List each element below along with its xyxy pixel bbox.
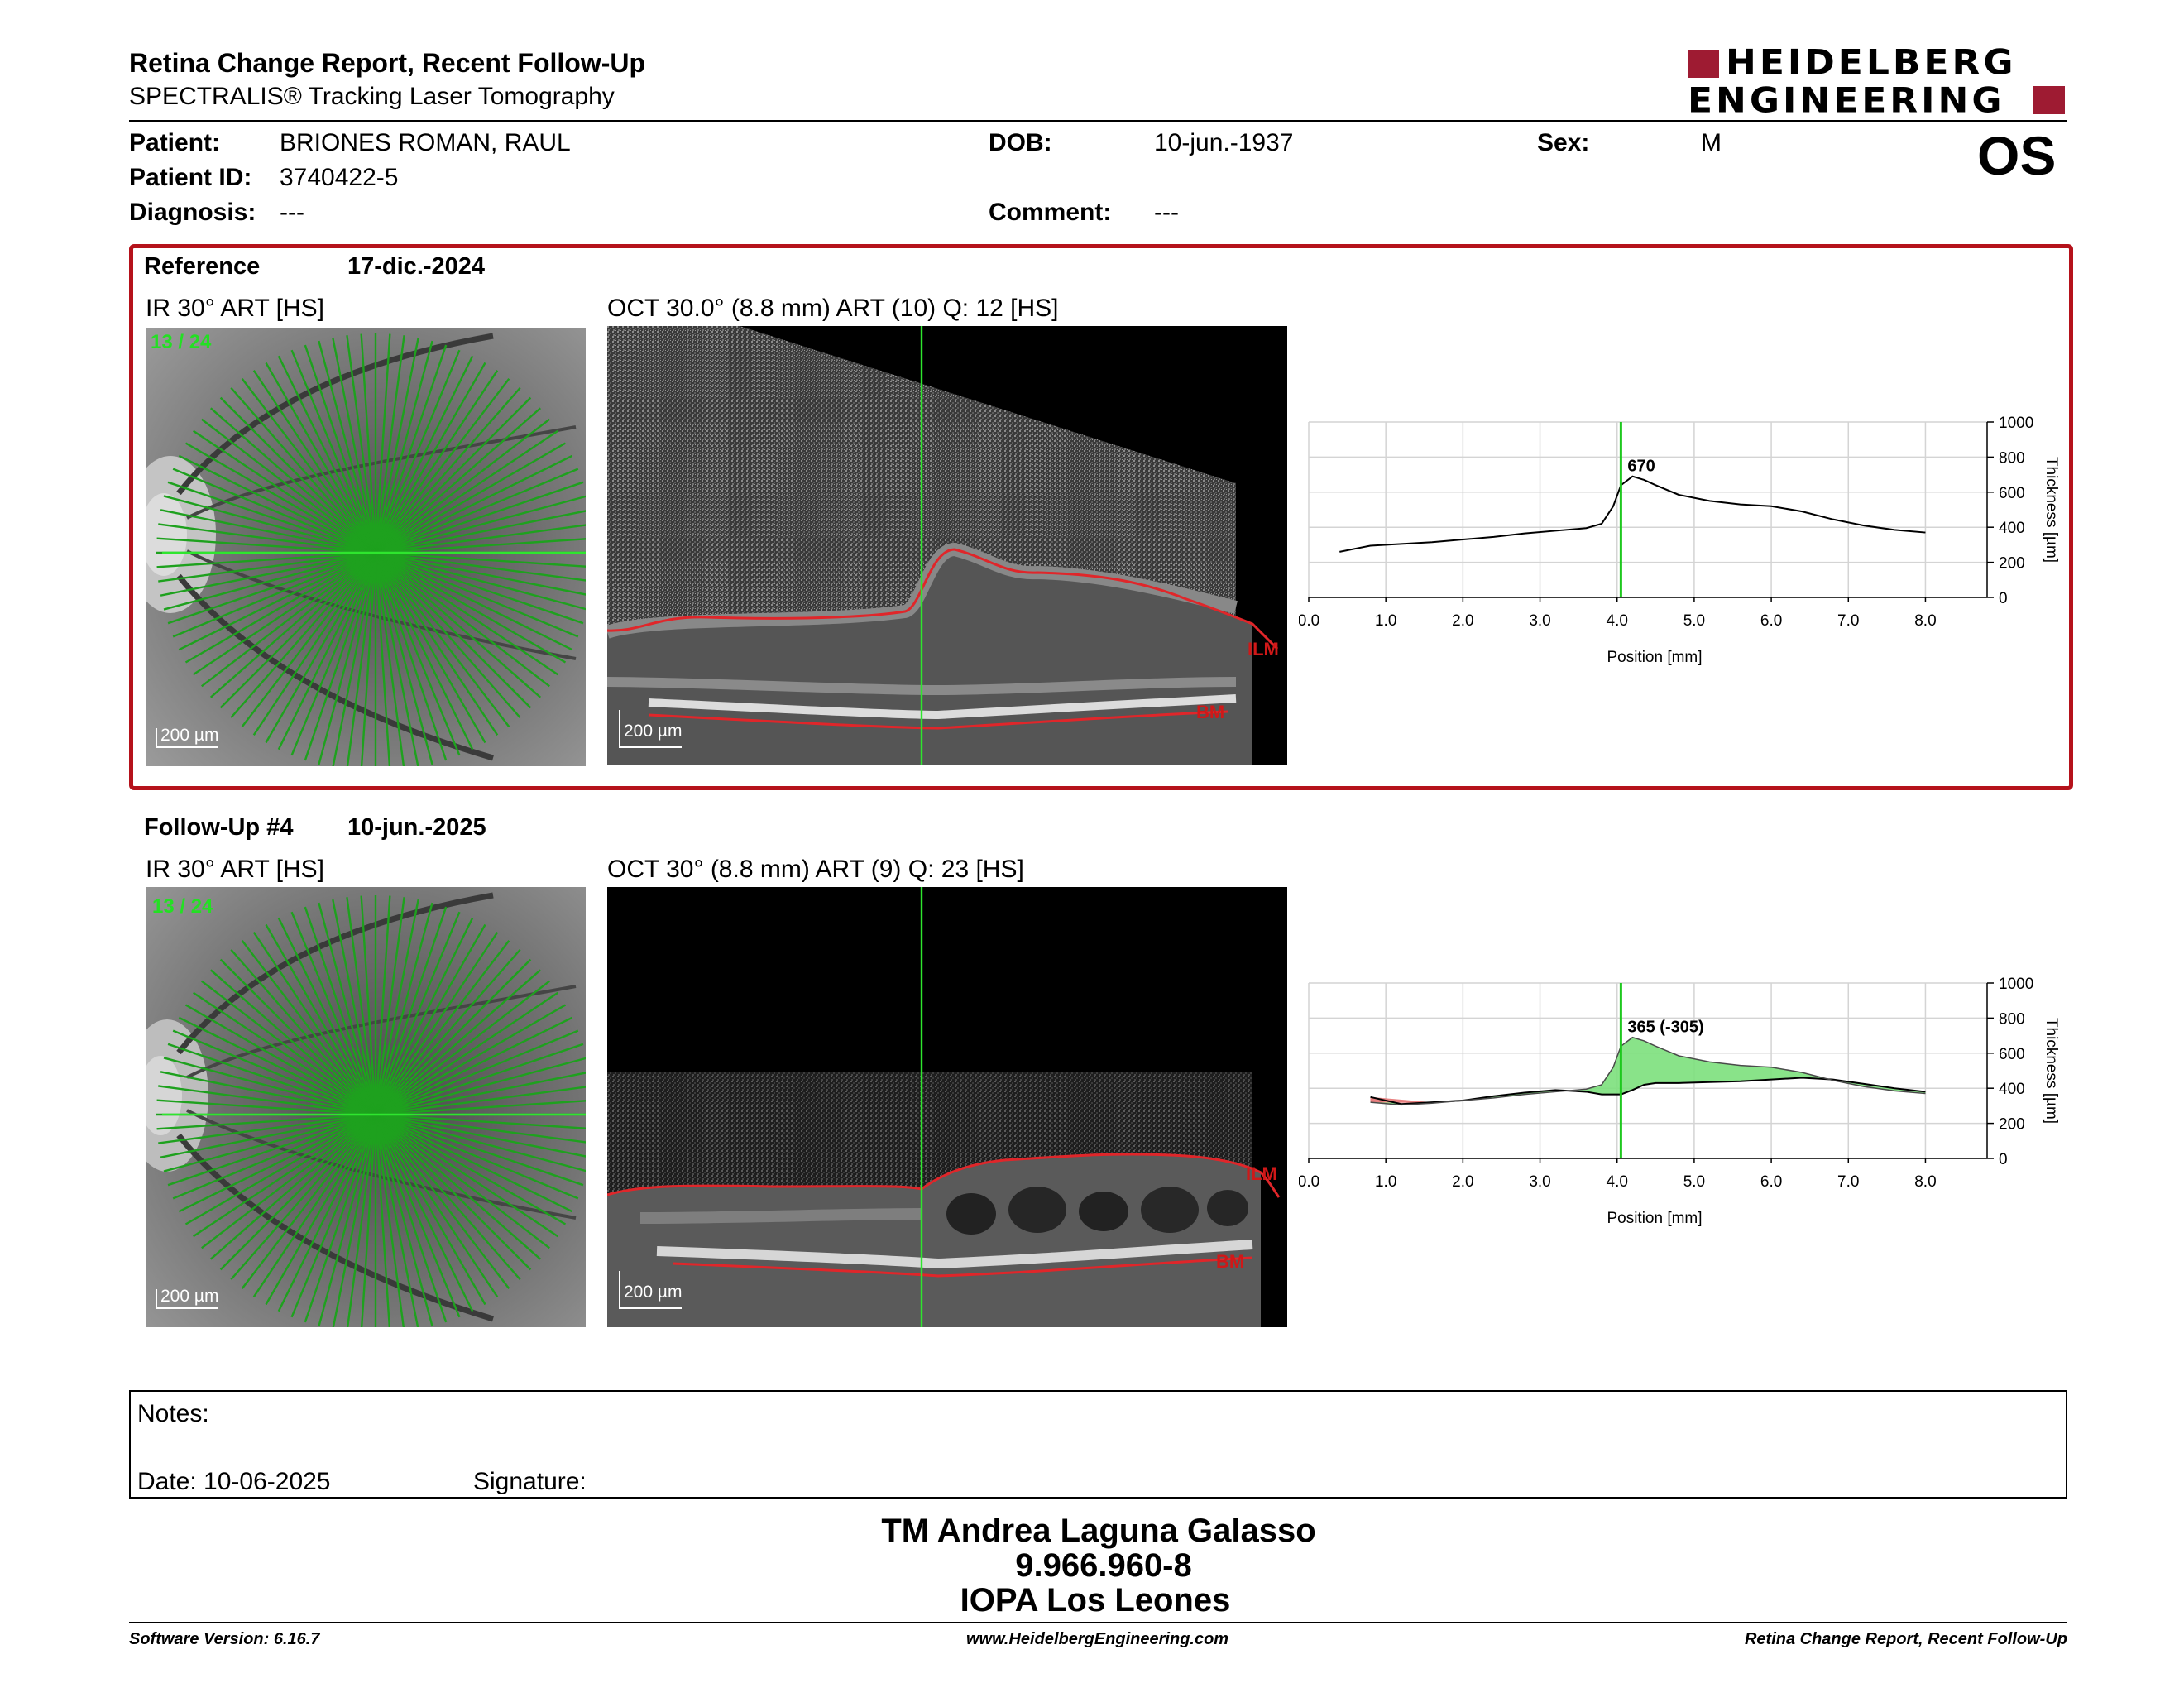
x-tick-label: 7.0 bbox=[1837, 612, 1859, 630]
followup-oct-caption: OCT 30° (8.8 mm) ART (9) Q: 23 [HS] bbox=[607, 856, 1024, 883]
x-tick-label: 0.0 bbox=[1299, 1173, 1320, 1191]
y-tick-label: 200 bbox=[1999, 555, 2025, 573]
y-axis-label: Thickness [µm] bbox=[2043, 1018, 2060, 1124]
followup-thickness-line bbox=[1370, 1077, 1926, 1105]
y-tick-label: 0 bbox=[1999, 1151, 2008, 1168]
reference-ir-caption: IR 30° ART [HS] bbox=[146, 295, 324, 322]
followup-ir-scale-bar: 200 µm bbox=[156, 1288, 219, 1309]
header-divider bbox=[129, 120, 2067, 122]
followup-date: 10-jun.-2025 bbox=[347, 814, 486, 841]
x-tick-label: 3.0 bbox=[1529, 612, 1550, 630]
followup-oct-scale-bar: 200 µm bbox=[619, 1271, 682, 1309]
y-tick-label: 1000 bbox=[1999, 415, 2033, 432]
x-tick-label: 5.0 bbox=[1684, 612, 1705, 630]
x-tick-label: 4.0 bbox=[1607, 1173, 1628, 1191]
followup-ilm-label: ILM bbox=[1246, 1163, 1277, 1184]
followup-scan-index: 13 / 24 bbox=[152, 895, 213, 918]
reference-bm-label: BM bbox=[1196, 702, 1225, 722]
y-tick-label: 200 bbox=[1999, 1116, 2025, 1134]
dob-label: DOB: bbox=[989, 129, 1052, 156]
dob-value: 10-jun.-1937 bbox=[1154, 129, 1294, 156]
followup-thickness-chart: 0.0 1.0 2.0 3.0 4.0 5.0 6.0 7.0 8.0 0 200 400 600 800… bbox=[1299, 976, 2060, 1227]
comment-value: --- bbox=[1154, 199, 1179, 226]
reference-date: 17-dic.-2024 bbox=[347, 253, 486, 280]
y-tick-label: 400 bbox=[1999, 1081, 2025, 1098]
notes-label: Notes: bbox=[137, 1400, 209, 1427]
patient-name: BRIONES ROMAN, RAUL bbox=[280, 129, 571, 156]
x-axis-label: Position [mm] bbox=[1607, 1210, 1702, 1227]
footer-report-name: Retina Change Report, Recent Follow-Up bbox=[1744, 1630, 2067, 1648]
reference-thickness-line bbox=[1370, 1036, 1926, 1106]
reference-section-frame bbox=[129, 244, 2073, 790]
x-tick-label: 6.0 bbox=[1760, 612, 1782, 630]
thickness-increase-area bbox=[1370, 1096, 1433, 1104]
y-tick-label: 600 bbox=[1999, 1046, 2025, 1063]
x-tick-label: 1.0 bbox=[1375, 612, 1396, 630]
y-tick-label: 1000 bbox=[1999, 976, 2033, 993]
reference-oct-image: ILM BM 200 µm bbox=[607, 326, 1287, 765]
cursor-thickness-value: 365 (-305) bbox=[1627, 1019, 1703, 1037]
comment-label: Comment: bbox=[989, 199, 1112, 226]
x-tick-label: 8.0 bbox=[1914, 1173, 1936, 1191]
thickness-difference-area bbox=[1370, 1037, 1926, 1105]
sex-value: M bbox=[1701, 129, 1722, 156]
eye-indicator: OS bbox=[1977, 125, 2057, 186]
reference-ir-image: 13 / 24 200 µm bbox=[146, 328, 586, 766]
website-link[interactable]: www.HeidelbergEngineering.com bbox=[966, 1630, 1229, 1648]
followup-oct-image: ILM BM 200 µm bbox=[607, 887, 1287, 1327]
patient-id: 3740422-5 bbox=[280, 164, 399, 191]
followup-label: Follow-Up #4 bbox=[144, 814, 294, 841]
followup-ir-image: 13 / 24 200 µm bbox=[146, 887, 586, 1327]
y-axis-label: Thickness [µm] bbox=[2043, 457, 2060, 563]
y-tick-label: 800 bbox=[1999, 449, 2025, 467]
x-tick-label: 7.0 bbox=[1837, 1173, 1859, 1191]
software-version: Software Version: 6.16.7 bbox=[129, 1630, 320, 1648]
diagnosis-value: --- bbox=[280, 199, 304, 226]
reference-oct-caption: OCT 30.0° (8.8 mm) ART (10) Q: 12 [HS] bbox=[607, 295, 1059, 322]
reference-oct-scale-bar: 200 µm bbox=[619, 710, 682, 748]
signatory-name: TM Andrea Laguna Galasso bbox=[881, 1513, 1316, 1549]
signature-field: Signature: bbox=[473, 1468, 587, 1495]
x-tick-label: 2.0 bbox=[1452, 612, 1473, 630]
x-tick-label: 6.0 bbox=[1760, 1173, 1782, 1191]
footer-divider bbox=[129, 1622, 2067, 1623]
followup-bm-label: BM bbox=[1216, 1251, 1245, 1272]
report-title: Retina Change Report, Recent Follow-Up bbox=[129, 48, 646, 78]
patient-id-label: Patient ID: bbox=[129, 164, 252, 191]
signatory-org: IOPA Los Leones bbox=[960, 1582, 1231, 1618]
x-tick-label: 0.0 bbox=[1299, 612, 1320, 630]
report-subtitle: SPECTRALIS® Tracking Laser Tomography bbox=[129, 83, 615, 110]
x-tick-label: 1.0 bbox=[1375, 1173, 1396, 1191]
notes-box: Notes: Date: 10-06-2025 Signature: bbox=[129, 1390, 2067, 1499]
reference-label: Reference bbox=[144, 253, 261, 280]
x-tick-label: 2.0 bbox=[1452, 1173, 1473, 1191]
y-tick-label: 0 bbox=[1999, 590, 2008, 607]
reference-scan-index: 13 / 24 bbox=[151, 331, 212, 353]
diagnosis-label: Diagnosis: bbox=[129, 199, 256, 226]
y-tick-label: 400 bbox=[1999, 520, 2025, 537]
x-tick-label: 4.0 bbox=[1607, 612, 1628, 630]
reference-ilm-label: ILM bbox=[1248, 639, 1279, 659]
reference-ir-scale-bar: 200 µm bbox=[156, 727, 219, 748]
thickness-line bbox=[1339, 475, 1926, 553]
cursor-thickness-value: 670 bbox=[1627, 458, 1655, 476]
x-tick-label: 3.0 bbox=[1529, 1173, 1550, 1191]
patient-label: Patient: bbox=[129, 129, 221, 156]
x-tick-label: 8.0 bbox=[1914, 612, 1936, 630]
y-tick-label: 600 bbox=[1999, 485, 2025, 502]
x-axis-label: Position [mm] bbox=[1607, 649, 1702, 666]
followup-ir-caption: IR 30° ART [HS] bbox=[146, 856, 324, 883]
date-field: Date: 10-06-2025 bbox=[137, 1468, 331, 1495]
x-tick-label: 5.0 bbox=[1684, 1173, 1705, 1191]
sex-label: Sex: bbox=[1537, 129, 1590, 156]
signatory-id: 9.966.960-8 bbox=[1015, 1547, 1192, 1584]
reference-thickness-chart: 0.0 1.0 2.0 3.0 4.0 5.0 6.0 7.0 8.0 0 200 400 600 800… bbox=[1299, 415, 2060, 666]
y-tick-label: 800 bbox=[1999, 1010, 2025, 1028]
